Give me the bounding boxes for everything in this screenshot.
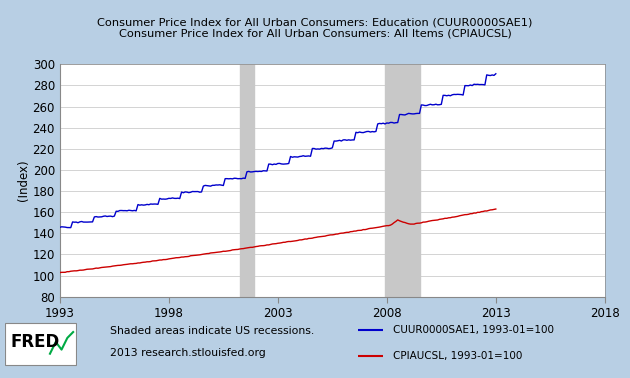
Bar (239, 64, 255, 297)
FancyBboxPatch shape (5, 323, 76, 366)
Text: Consumer Price Index for All Urban Consumers: Education (CUUR0000SAE1)
Consumer : Consumer Price Index for All Urban Consu… (97, 17, 533, 39)
Y-axis label: (Index): (Index) (17, 160, 30, 201)
Text: FRED: FRED (11, 333, 60, 351)
Text: CUUR0000SAE1, 1993-01=100: CUUR0000SAE1, 1993-01=100 (394, 325, 554, 335)
Text: 2013 research.stlouisfed.org: 2013 research.stlouisfed.org (110, 349, 266, 358)
Text: Shaded areas indicate US recessions.: Shaded areas indicate US recessions. (110, 326, 314, 336)
Bar (385, 64, 420, 297)
Text: CPIAUCSL, 1993-01=100: CPIAUCSL, 1993-01=100 (394, 351, 523, 361)
